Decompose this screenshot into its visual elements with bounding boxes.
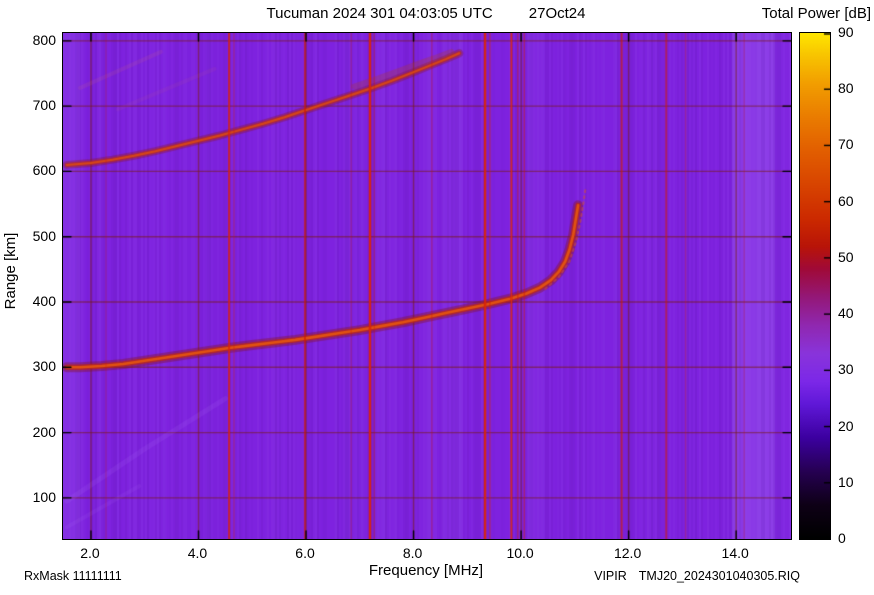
y-tick-label-400: 400 [32, 292, 56, 309]
y-tick-label-600: 600 [32, 162, 56, 179]
plot-area [62, 32, 792, 540]
y-tick-label-500: 500 [32, 227, 56, 244]
colorbar-title: Total Power [dB] [761, 5, 871, 22]
y-tick-label-800: 800 [32, 31, 56, 48]
colorbar-tick-label-30: 30 [838, 361, 854, 378]
x-axis-label: Frequency [MHz] [368, 562, 484, 579]
colorbar-tick-label-50: 50 [838, 248, 854, 265]
file-info: VIPIR TMJ20_2024301040305.RIQ [594, 569, 800, 583]
colorbar-tick-label-40: 40 [838, 305, 854, 322]
chart-title: Tucuman 2024 301 04:03:05 UTC [266, 5, 493, 22]
y-tick-label-300: 300 [32, 358, 56, 375]
colorbar-tick-label-20: 20 [838, 417, 854, 434]
rxmask-text: RxMask 11111111 [24, 569, 122, 583]
x-tick-label-4.0: 4.0 [187, 545, 208, 561]
y-tick-label-200: 200 [32, 423, 56, 440]
colorbar-tick-label-60: 60 [838, 192, 854, 209]
colorbar-canvas [800, 33, 830, 539]
colorbar-tick-label-0: 0 [838, 530, 846, 546]
x-tick-label-2.0: 2.0 [80, 545, 100, 561]
data-filename: TMJ20_2024301040305.RIQ [638, 569, 800, 583]
x-tick-label-10.0: 10.0 [506, 545, 534, 561]
colorbar-tick-label-10: 10 [838, 473, 854, 490]
x-tick-label-14.0: 14.0 [721, 545, 749, 561]
chart-title-row: Tucuman 2024 301 04:03:05 UTC 27Oct24 [62, 5, 790, 22]
x-tick-label-8.0: 8.0 [402, 545, 423, 561]
colorbar-tick-label-80: 80 [838, 80, 854, 97]
y-tick-label-700: 700 [32, 97, 56, 114]
y-tick-label-100: 100 [32, 488, 56, 505]
colorbar-tick-label-70: 70 [838, 136, 854, 153]
y-axis-label: Range [km] [2, 232, 19, 310]
ionogram-canvas [63, 33, 791, 539]
system-name: VIPIR [594, 569, 627, 583]
colorbar [799, 32, 831, 540]
x-tick-label-6.0: 6.0 [295, 545, 315, 561]
colorbar-tick-label-90: 90 [838, 24, 854, 40]
x-tick-label-12.0: 12.0 [613, 545, 642, 561]
chart-date: 27Oct24 [528, 5, 586, 22]
